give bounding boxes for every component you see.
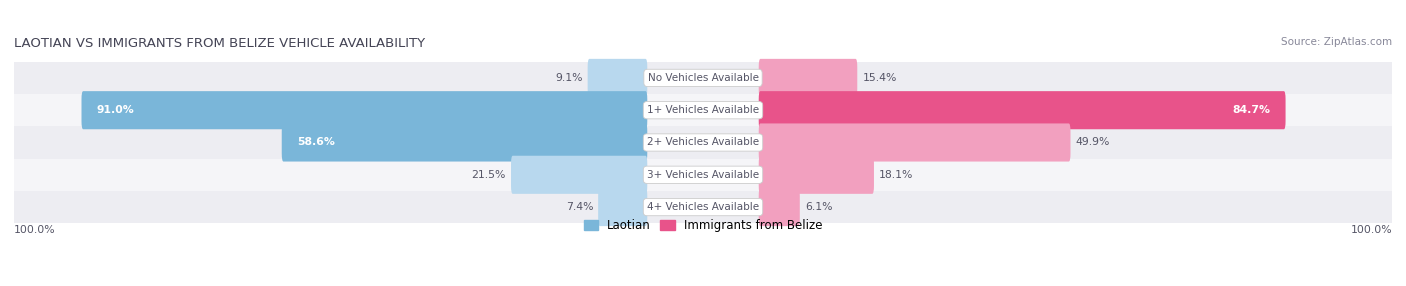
- Text: 18.1%: 18.1%: [879, 170, 914, 180]
- Text: 49.9%: 49.9%: [1076, 138, 1109, 148]
- FancyBboxPatch shape: [759, 124, 1070, 162]
- FancyBboxPatch shape: [510, 156, 647, 194]
- FancyBboxPatch shape: [588, 59, 647, 97]
- Text: 100.0%: 100.0%: [1350, 225, 1392, 235]
- Text: 9.1%: 9.1%: [555, 73, 582, 83]
- FancyBboxPatch shape: [759, 188, 800, 226]
- Text: 1+ Vehicles Available: 1+ Vehicles Available: [647, 105, 759, 115]
- FancyBboxPatch shape: [759, 156, 875, 194]
- FancyBboxPatch shape: [14, 62, 1406, 94]
- FancyBboxPatch shape: [14, 126, 1406, 159]
- Text: Source: ZipAtlas.com: Source: ZipAtlas.com: [1281, 37, 1392, 47]
- Text: 100.0%: 100.0%: [14, 225, 56, 235]
- Text: LAOTIAN VS IMMIGRANTS FROM BELIZE VEHICLE AVAILABILITY: LAOTIAN VS IMMIGRANTS FROM BELIZE VEHICL…: [14, 37, 425, 49]
- Text: 15.4%: 15.4%: [862, 73, 897, 83]
- FancyBboxPatch shape: [14, 94, 1406, 126]
- FancyBboxPatch shape: [281, 124, 647, 162]
- Legend: Laotian, Immigrants from Belize: Laotian, Immigrants from Belize: [579, 214, 827, 237]
- Text: 6.1%: 6.1%: [804, 202, 832, 212]
- Text: 2+ Vehicles Available: 2+ Vehicles Available: [647, 138, 759, 148]
- FancyBboxPatch shape: [759, 91, 1285, 129]
- Text: 4+ Vehicles Available: 4+ Vehicles Available: [647, 202, 759, 212]
- Text: 21.5%: 21.5%: [471, 170, 506, 180]
- Text: 3+ Vehicles Available: 3+ Vehicles Available: [647, 170, 759, 180]
- FancyBboxPatch shape: [14, 159, 1406, 191]
- FancyBboxPatch shape: [82, 91, 647, 129]
- Text: 7.4%: 7.4%: [565, 202, 593, 212]
- Text: No Vehicles Available: No Vehicles Available: [648, 73, 758, 83]
- Text: 58.6%: 58.6%: [297, 138, 335, 148]
- FancyBboxPatch shape: [759, 59, 858, 97]
- FancyBboxPatch shape: [598, 188, 647, 226]
- FancyBboxPatch shape: [14, 191, 1406, 223]
- Text: 84.7%: 84.7%: [1233, 105, 1271, 115]
- Text: 91.0%: 91.0%: [97, 105, 135, 115]
